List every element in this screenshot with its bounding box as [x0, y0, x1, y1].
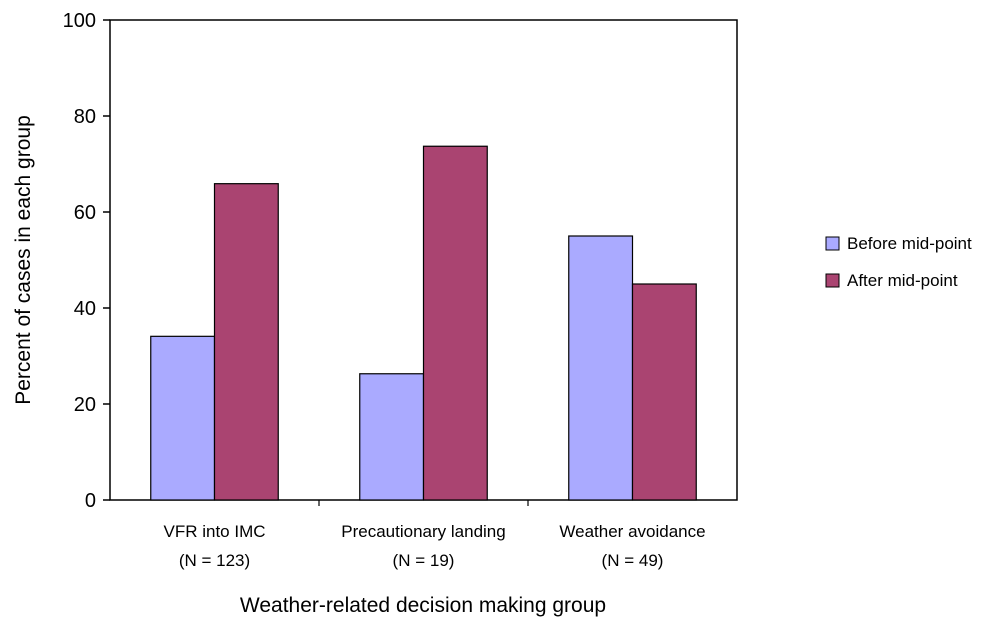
x-category-label: VFR into IMC: [163, 522, 265, 541]
y-tick-label: 0: [85, 490, 96, 512]
legend-label: Before mid-point: [847, 234, 972, 253]
x-category-count: (N = 49): [602, 551, 664, 570]
bar: [631, 283, 697, 501]
bar: [359, 373, 425, 501]
y-tick-label: 40: [74, 298, 96, 320]
legend-label: After mid-point: [847, 271, 958, 290]
x-axis: VFR into IMC (N = 123) Precautionary landi…: [163, 522, 705, 570]
bar: [568, 235, 634, 501]
bars: [150, 145, 697, 506]
x-axis-title: Weather-related decision making group: [240, 594, 606, 617]
bar: [150, 335, 216, 501]
legend-swatch: [825, 273, 840, 288]
y-tick-label: 60: [74, 202, 96, 224]
y-tick-label: 20: [74, 394, 96, 416]
x-category-count: (N = 19): [393, 551, 455, 570]
x-category-label: Precautionary landing: [341, 522, 505, 541]
y-tick-label: 100: [63, 10, 96, 32]
y-tick-label: 80: [74, 106, 96, 128]
legend-swatch: [825, 236, 840, 251]
bar: [422, 145, 488, 501]
y-axis-title: Percent of cases in each group: [12, 115, 35, 405]
y-axis: 0 20 40 60 80 100: [63, 10, 110, 512]
x-category-count: (N = 123): [179, 551, 250, 570]
x-category-label: Weather avoidance: [559, 522, 705, 541]
bar: [213, 183, 279, 501]
legend: Before mid-point After mid-point: [825, 234, 972, 290]
